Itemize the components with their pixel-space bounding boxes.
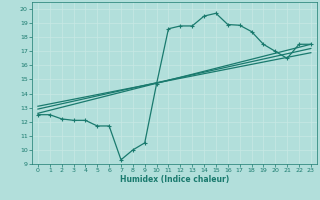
X-axis label: Humidex (Indice chaleur): Humidex (Indice chaleur) — [120, 175, 229, 184]
